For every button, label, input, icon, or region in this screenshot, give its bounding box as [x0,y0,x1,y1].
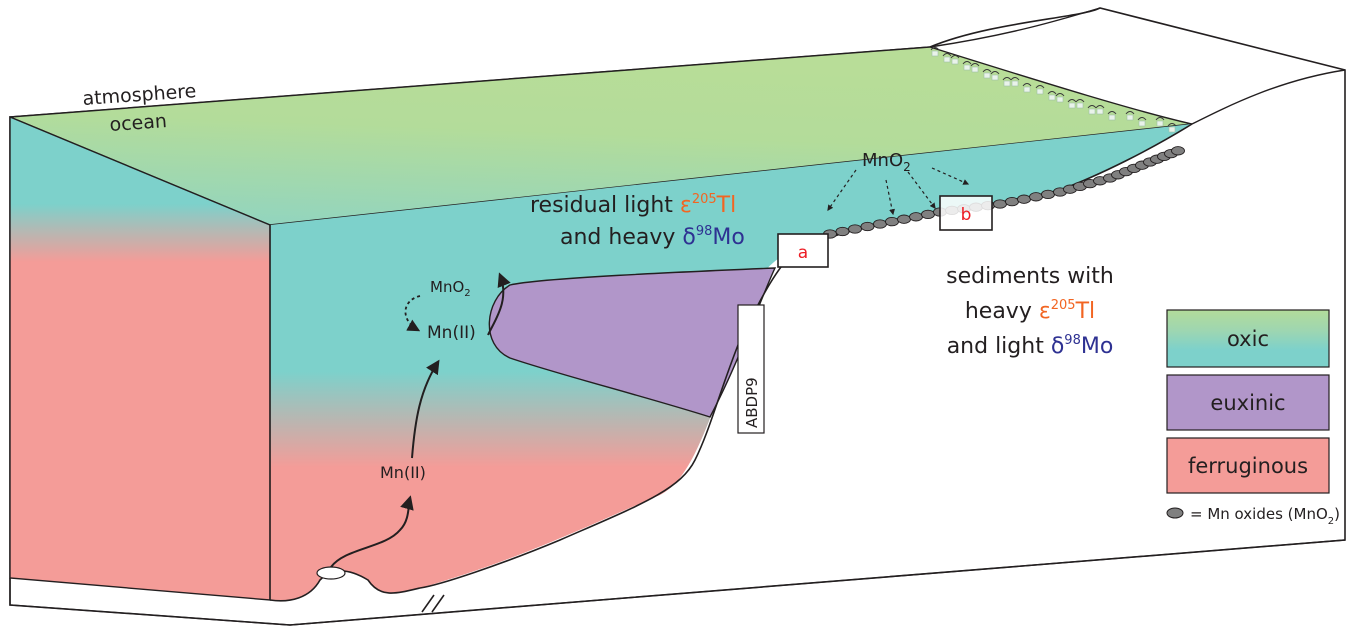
mn-upper-label: Mn(II) [427,323,476,343]
organism-body [1126,114,1134,121]
sediments-line-3: and light δ98Mo [947,333,1114,359]
shoreline-organisms [930,47,1177,133]
organism-mark [930,47,940,51]
core-abdp9-box [737,304,765,434]
mn-nodule [860,221,875,232]
ocean-label: ocean [109,110,168,136]
legend-euxinic-swatch [1166,374,1330,431]
legend-oxic-swatch [1166,309,1330,368]
organism-body [971,66,979,73]
legend-euxinic-label: euxinic [1210,391,1285,415]
mn-nodule [1171,146,1185,156]
organism-body [983,72,991,79]
organism-body [1011,80,1019,87]
cycle-mno2-label: MnO2 [430,278,471,299]
site-a-box [777,233,829,268]
organism-body [1048,94,1056,101]
organism-mark [1125,111,1135,115]
site-b-box [939,195,993,231]
organism-body [1036,88,1044,95]
mn-nodule [1029,192,1043,202]
organism-mark [1137,117,1147,121]
mn-nodule [1017,194,1031,204]
mn-nodule [993,199,1007,209]
mn-nodule [835,226,850,237]
ocean-surface [9,46,1193,226]
legend-mn-oxides-label: = Mn oxides (MnO2) [1190,505,1340,527]
organism-mark [1010,77,1020,81]
organism-mark [982,69,992,73]
organism-body [1003,80,1011,87]
mn-nodule [897,214,911,224]
organism-body [951,58,959,65]
mn-nodule [848,224,862,234]
organism-body [1108,114,1116,121]
organism-mark [950,55,960,59]
mn-nodule [921,209,935,220]
organism-body [943,56,951,63]
legend-oxic-label: oxic [1227,327,1269,351]
organism-body [1068,102,1076,109]
site-a-label: a [798,243,808,263]
sediments-line-2: heavy ε205Tl [965,298,1095,324]
organism-mark [1047,91,1057,95]
arrow-vent-to-mn [330,495,414,568]
arrow-mno2-c [907,171,936,209]
organism-body [1023,86,1031,93]
organism-body [963,64,971,71]
organism-mark [1075,99,1085,103]
sediments-line-1: sediments with [946,264,1114,289]
legend-ferruginous-swatch [1166,437,1330,494]
organism-mark [1002,77,1012,81]
organism-mark [990,71,1000,75]
organism-body [1096,108,1104,115]
legend-ferruginous-label: ferruginous [1188,454,1308,478]
land-surface-line [929,7,1346,125]
organism-body [931,50,939,57]
mn-nodule [885,216,899,227]
arrow-mn-up [411,359,440,459]
arrow-mn-to-mno2 [487,272,511,336]
arrow-mno2-d [931,167,970,185]
organism-body [1138,120,1146,127]
mn-nodule [873,219,887,229]
mno2-top-label: MnO2 [862,150,911,174]
organism-body [1156,120,1164,127]
organism-body [1076,102,1084,109]
organism-body [1168,126,1176,133]
organism-mark [1022,83,1032,87]
block-bottom-edge [9,539,1346,626]
organism-body [991,74,999,81]
vent [316,566,346,580]
organism-mark [1035,85,1045,89]
organism-mark [1055,93,1065,97]
core-abdp9-label: ABDP9 [743,377,761,428]
mn-lower-label: Mn(II) [380,463,426,482]
side-water-face [270,124,1192,601]
organism-mark [1087,105,1097,109]
organism-mark [1167,123,1177,127]
organism-mark [970,63,980,67]
arrow-mno2-a [827,169,857,211]
break-mark [421,594,445,613]
organism-body [1056,96,1064,103]
mn-nodule [909,212,923,222]
organism-mark [942,53,952,57]
residual-line-2: and heavy δ98Mo [560,224,745,250]
organism-body [1088,108,1096,115]
legend: oxic euxinic ferruginous = Mn oxides (Mn… [1166,309,1340,527]
mn-nodule [1005,196,1019,207]
mn-nodule [1041,189,1055,200]
organism-mark [1095,105,1105,109]
legend-nodule-icon [1166,507,1184,519]
organism-mark [1067,99,1077,103]
organism-mark [1107,111,1117,115]
site-b-label: b [961,205,972,225]
euxinic-zone [488,267,777,418]
organism-mark [962,61,972,65]
organism-mark [1155,117,1165,121]
residual-line-1: residual light ε205Tl [530,192,736,218]
